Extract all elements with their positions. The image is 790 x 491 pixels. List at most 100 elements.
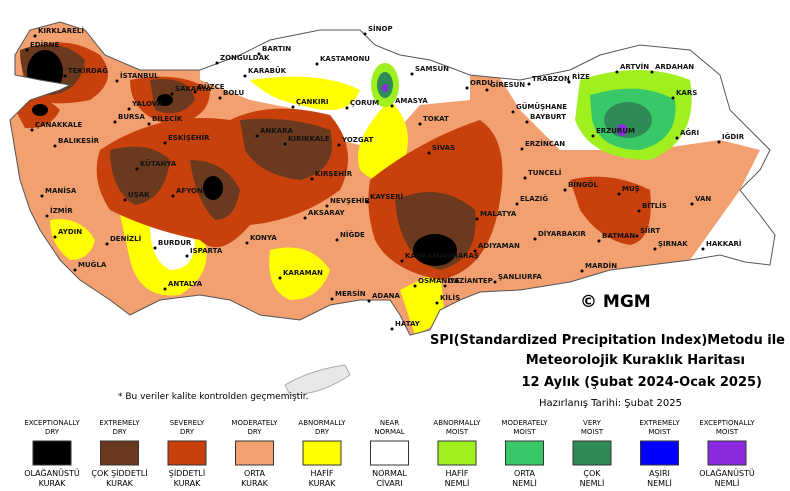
city-dot (493, 280, 497, 284)
legend-tr: AŞIRI (649, 469, 670, 478)
city-label: KİLİS (440, 293, 460, 302)
city-label: GİRESUN (490, 80, 525, 89)
city-label: AYDIN (58, 228, 82, 236)
city-dot (171, 194, 175, 198)
city-label: BALIKESİR (58, 136, 100, 145)
city-label: ORDU (470, 79, 493, 87)
legend: EXCEPTIONALLYDRYOLAĞANÜSTÜKURAKEXTREMELY… (24, 419, 755, 488)
city-label: RİZE (572, 72, 590, 81)
legend-tr: KURAK (241, 479, 269, 488)
city-dot (597, 239, 601, 243)
city-dot (475, 217, 479, 221)
city-dot (257, 52, 261, 56)
city-label: YOZGAT (341, 136, 373, 144)
city-label: ANKARA (260, 127, 294, 135)
city-dot (163, 141, 167, 145)
city-dot (113, 120, 117, 124)
city-label: KIRŞEHİR (315, 169, 353, 178)
city-dot (127, 107, 131, 111)
legend-swatch (572, 440, 612, 466)
city-dot (115, 79, 119, 83)
legend-en: DRY (45, 428, 60, 436)
city-dot (473, 249, 477, 253)
legend-tr: ÇOK ŞİDDETLİ (91, 468, 147, 478)
city-dot (465, 86, 469, 90)
city-label: ERZİNCAN (525, 139, 565, 148)
city-dot (283, 142, 287, 146)
city-dot (325, 204, 329, 208)
legend-en: MODERATELY (231, 419, 278, 427)
city-label: AMASYA (395, 97, 428, 105)
city-label: SAMSUN (415, 65, 449, 73)
legend-en: DRY (112, 428, 127, 436)
city-dot (367, 299, 371, 303)
city-dot (170, 92, 174, 96)
city-label: BURDUR (158, 239, 192, 247)
city-label: ŞIRNAK (658, 240, 688, 248)
city-dot (615, 70, 619, 74)
legend-tr: OLAĞANÜSTÜ (24, 467, 80, 478)
legend-swatch (370, 440, 409, 466)
legend-tr: NEMLİ (580, 478, 605, 488)
city-dot (105, 242, 109, 246)
city-label: İZMİR (50, 206, 73, 215)
city-dot (25, 48, 29, 52)
legend-en: VERY (583, 419, 602, 427)
city-dot (485, 88, 489, 92)
legend-tr: ORTA (244, 469, 266, 478)
city-label: DENİZLİ (110, 234, 141, 243)
city-label: SİVAS (432, 143, 455, 152)
city-label: KIRKLARELİ (38, 26, 84, 35)
city-dot (147, 122, 151, 126)
city-label: OSMANİYE (418, 276, 460, 285)
city-dot (123, 198, 127, 202)
city-label: MANİSA (45, 186, 77, 195)
city-label: HAKKARİ (706, 239, 742, 248)
city-dot (153, 246, 157, 250)
city-label: KARAMAN (283, 269, 323, 277)
city-label: SİİRT (640, 226, 660, 235)
legend-swatch (505, 440, 544, 466)
city-label: MERSİN (335, 289, 366, 298)
title-line: SPI(Standardized Precipitation Index)Met… (430, 333, 785, 348)
city-dot (53, 144, 57, 148)
copyright: © MGM (580, 292, 651, 312)
city-dot (291, 105, 295, 109)
city-label: IĞDIR (722, 132, 745, 141)
legend-tr: ÇOK (583, 469, 601, 478)
legend-en: NEAR (380, 419, 399, 427)
legend-tr: HAFİF (310, 468, 333, 478)
city-dot (278, 276, 282, 280)
city-label: MALATYA (480, 210, 517, 218)
city-label: BİLECİK (152, 114, 183, 123)
legend-en: EXTREMELY (639, 419, 680, 427)
city-dot (330, 297, 334, 301)
legend-tr: NEMLİ (715, 478, 740, 488)
city-label: KAYSERİ (370, 192, 403, 201)
city-label: MUŞ (622, 185, 640, 193)
city-dot (563, 188, 567, 192)
city-label: ŞANLIURFA (498, 273, 542, 281)
city-dot (637, 209, 641, 213)
city-label: KIRIKKALE (288, 135, 330, 143)
city-dot (690, 202, 694, 206)
legend-tr: KURAK (106, 479, 134, 488)
city-label: İSTANBUL (120, 71, 159, 80)
city-dot (33, 34, 37, 38)
legend-swatch (302, 440, 342, 466)
legend-swatch (235, 440, 274, 466)
city-label: UŞAK (128, 191, 150, 199)
city-label: KAHRAMANMARAŞ (405, 252, 479, 260)
city-dot (617, 192, 621, 196)
prepared-date: Hazırlanış Tarihi: Şubat 2025 (539, 398, 682, 409)
city-dot (515, 202, 519, 206)
city-label: DİYARBAKIR (538, 229, 586, 238)
legend-en: SEVERELY (170, 419, 205, 427)
city-label: BURSA (118, 113, 145, 121)
legend-tr: OLAĞANÜSTÜ (699, 467, 755, 478)
legend-en: MOIST (716, 428, 739, 436)
city-label: TUNCELİ (528, 168, 561, 177)
city-label: KARABÜK (248, 66, 287, 75)
city-label: BİNGÖL (568, 180, 598, 189)
city-label: SAKARYA (175, 85, 212, 93)
